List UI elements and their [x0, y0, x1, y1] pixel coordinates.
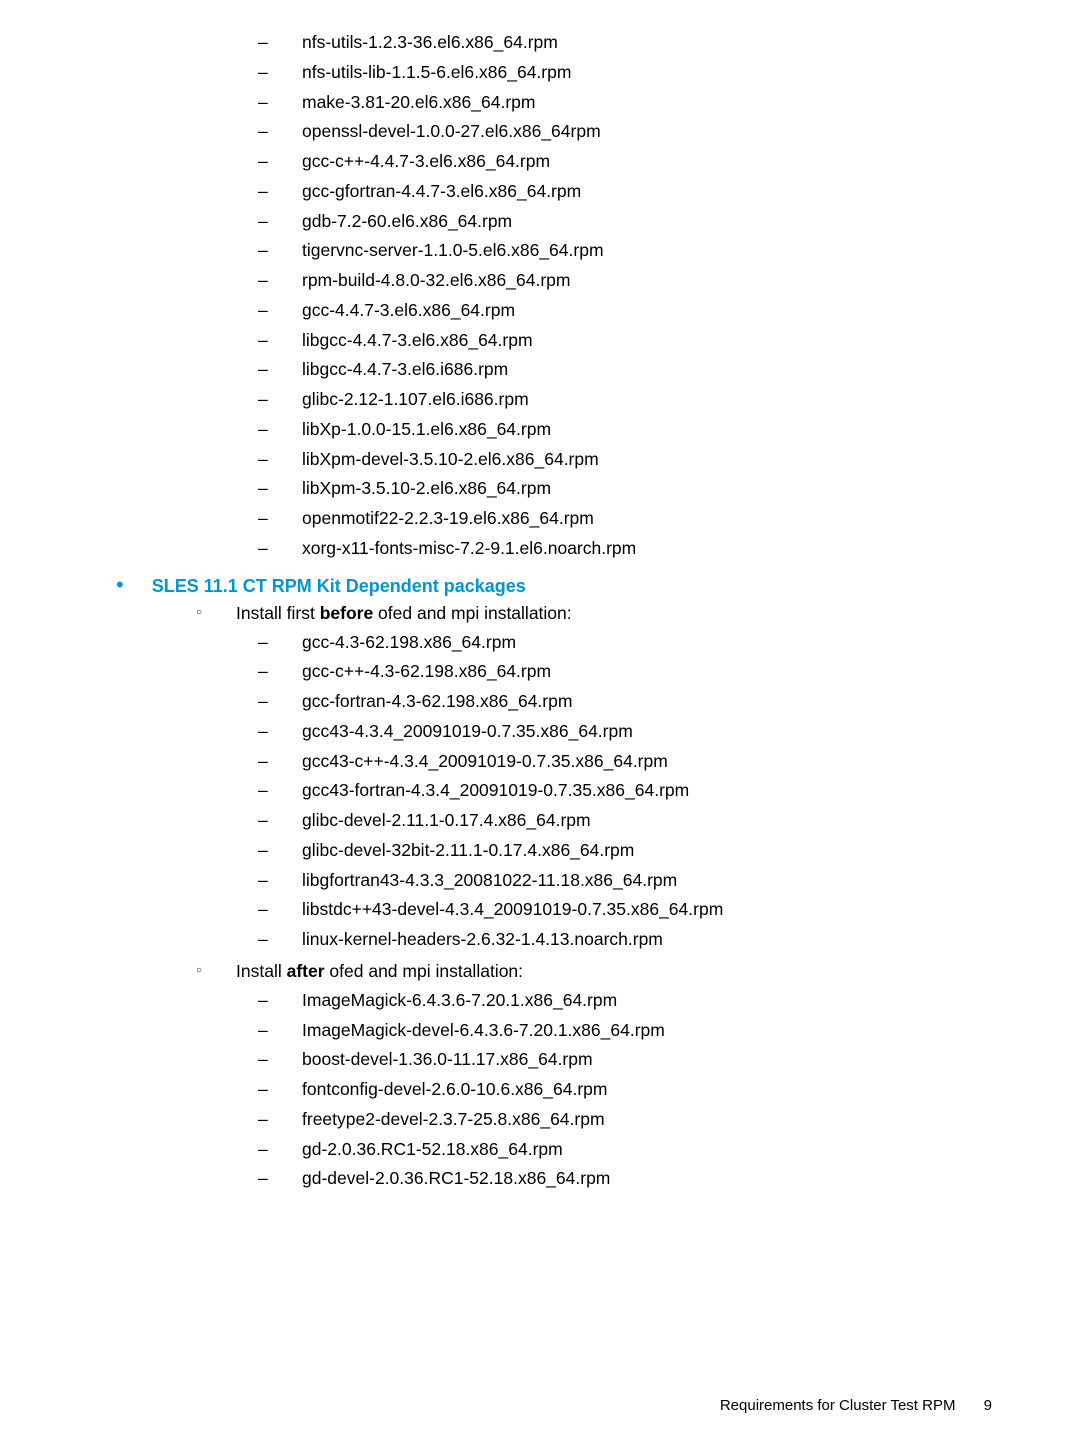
after-text: Install after ofed and mpi installation:	[236, 961, 523, 982]
list-item: gcc-gfortran-4.4.7-3.el6.x86_64.rpm	[258, 177, 992, 207]
package-list-before: gcc-4.3-62.198.x86_64.rpmgcc-c++-4.3-62.…	[258, 628, 992, 955]
list-item: gcc43-4.3.4_20091019-0.7.35.x86_64.rpm	[258, 717, 992, 747]
list-item: libgcc-4.4.7-3.el6.i686.rpm	[258, 355, 992, 385]
after-bold: after	[287, 961, 325, 981]
list-item: ImageMagick-6.4.3.6-7.20.1.x86_64.rpm	[258, 986, 992, 1016]
list-item: glibc-devel-2.11.1-0.17.4.x86_64.rpm	[258, 806, 992, 836]
list-item: glibc-devel-32bit-2.11.1-0.17.4.x86_64.r…	[258, 836, 992, 866]
list-item: libXpm-3.5.10-2.el6.x86_64.rpm	[258, 474, 992, 504]
list-item: boost-devel-1.36.0-11.17.x86_64.rpm	[258, 1045, 992, 1075]
before-suffix: ofed and mpi installation:	[373, 603, 571, 623]
package-list-top: nfs-utils-1.2.3-36.el6.x86_64.rpmnfs-uti…	[258, 28, 992, 564]
after-suffix: ofed and mpi installation:	[325, 961, 523, 981]
list-item: libXpm-devel-3.5.10-2.el6.x86_64.rpm	[258, 445, 992, 475]
circle-icon: ○	[196, 965, 202, 976]
list-item: glibc-2.12-1.107.el6.i686.rpm	[258, 385, 992, 415]
list-item: xorg-x11-fonts-misc-7.2-9.1.el6.noarch.r…	[258, 534, 992, 564]
bullet-icon: •	[116, 574, 124, 596]
before-text: Install first before ofed and mpi instal…	[236, 603, 572, 624]
list-item: rpm-build-4.8.0-32.el6.x86_64.rpm	[258, 266, 992, 296]
list-item: libstdc++43-devel-4.3.4_20091019-0.7.35.…	[258, 895, 992, 925]
list-item: fontconfig-devel-2.6.0-10.6.x86_64.rpm	[258, 1075, 992, 1105]
footer-page: 9	[984, 1397, 992, 1414]
section-header-row: • SLES 11.1 CT RPM Kit Dependent package…	[116, 574, 992, 597]
list-item: libXp-1.0.0-15.1.el6.x86_64.rpm	[258, 415, 992, 445]
list-item: gcc-c++-4.3-62.198.x86_64.rpm	[258, 657, 992, 687]
list-item: openmotif22-2.2.3-19.el6.x86_64.rpm	[258, 504, 992, 534]
list-item: gcc43-c++-4.3.4_20091019-0.7.35.x86_64.r…	[258, 747, 992, 777]
section-title: SLES 11.1 CT RPM Kit Dependent packages	[152, 576, 526, 597]
list-item: gcc43-fortran-4.3.4_20091019-0.7.35.x86_…	[258, 776, 992, 806]
after-row: ○ Install after ofed and mpi installatio…	[196, 961, 992, 982]
list-item: libgcc-4.4.7-3.el6.x86_64.rpm	[258, 326, 992, 356]
footer-label: Requirements for Cluster Test RPM	[720, 1397, 956, 1414]
before-prefix: Install first	[236, 603, 320, 623]
before-bold: before	[320, 603, 373, 623]
list-item: gd-devel-2.0.36.RC1-52.18.x86_64.rpm	[258, 1164, 992, 1194]
list-item: make-3.81-20.el6.x86_64.rpm	[258, 88, 992, 118]
list-item: gcc-c++-4.4.7-3.el6.x86_64.rpm	[258, 147, 992, 177]
list-item: gcc-4.3-62.198.x86_64.rpm	[258, 628, 992, 658]
list-item: gcc-4.4.7-3.el6.x86_64.rpm	[258, 296, 992, 326]
list-item: tigervnc-server-1.1.0-5.el6.x86_64.rpm	[258, 236, 992, 266]
after-prefix: Install	[236, 961, 287, 981]
list-item: ImageMagick-devel-6.4.3.6-7.20.1.x86_64.…	[258, 1016, 992, 1046]
list-item: linux-kernel-headers-2.6.32-1.4.13.noarc…	[258, 925, 992, 955]
list-item: openssl-devel-1.0.0-27.el6.x86_64rpm	[258, 117, 992, 147]
list-item: freetype2-devel-2.3.7-25.8.x86_64.rpm	[258, 1105, 992, 1135]
list-item: gcc-fortran-4.3-62.198.x86_64.rpm	[258, 687, 992, 717]
list-item: nfs-utils-1.2.3-36.el6.x86_64.rpm	[258, 28, 992, 58]
list-item: gd-2.0.36.RC1-52.18.x86_64.rpm	[258, 1135, 992, 1165]
list-item: gdb-7.2-60.el6.x86_64.rpm	[258, 207, 992, 237]
circle-icon: ○	[196, 607, 202, 618]
package-list-after: ImageMagick-6.4.3.6-7.20.1.x86_64.rpmIma…	[258, 986, 992, 1194]
list-item: nfs-utils-lib-1.1.5-6.el6.x86_64.rpm	[258, 58, 992, 88]
before-row: ○ Install first before ofed and mpi inst…	[196, 603, 992, 624]
page-footer: Requirements for Cluster Test RPM 9	[720, 1397, 992, 1414]
list-item: libgfortran43-4.3.3_20081022-11.18.x86_6…	[258, 866, 992, 896]
